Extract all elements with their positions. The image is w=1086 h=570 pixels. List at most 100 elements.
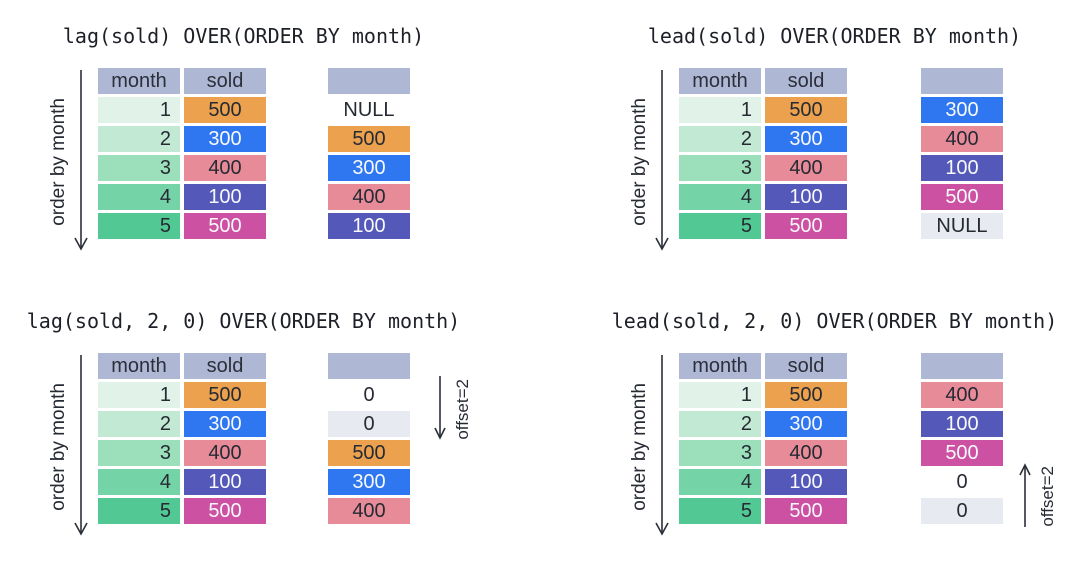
order-by-arrow-down-icon bbox=[655, 355, 669, 536]
sold-cell: 300 bbox=[765, 411, 847, 437]
column-header-month: month bbox=[679, 353, 761, 379]
order-by-label-box: order by month bbox=[627, 68, 653, 256]
result-cell: 400 bbox=[328, 498, 410, 524]
result-cell: 400 bbox=[328, 184, 410, 210]
result-column-header bbox=[328, 353, 410, 379]
order-by-label: order by month bbox=[629, 383, 650, 511]
offset-label: offset=2 bbox=[1038, 466, 1057, 527]
result-column-header bbox=[328, 68, 410, 94]
result-cell: 500 bbox=[328, 126, 410, 152]
sold-cell: 500 bbox=[184, 382, 266, 408]
offset-label-box: offset=2 bbox=[1038, 462, 1058, 531]
order-by-axis: order by month bbox=[627, 68, 671, 256]
sold-cell: 500 bbox=[184, 213, 266, 239]
result-cell: 500 bbox=[328, 440, 410, 466]
offset-annotation: offset=2 bbox=[432, 375, 473, 444]
panel-content: order by month month sold 1 500 2 300 3 400 4 1… bbox=[0, 68, 543, 256]
column-header-month: month bbox=[679, 68, 761, 94]
sold-cell: 500 bbox=[765, 498, 847, 524]
sold-cell: 300 bbox=[184, 126, 266, 152]
result-cell: 0 bbox=[328, 382, 410, 408]
result-cell: 0 bbox=[921, 469, 1003, 495]
month-cell: 5 bbox=[679, 498, 761, 524]
order-by-arrow-down-icon bbox=[74, 355, 88, 536]
month-cell: 3 bbox=[679, 440, 761, 466]
sold-cell: 500 bbox=[184, 97, 266, 123]
sold-cell: 500 bbox=[765, 382, 847, 408]
result-cell: 100 bbox=[921, 411, 1003, 437]
panel-title: lead(sold, 2, 0) OVER(ORDER BY month) bbox=[611, 309, 1058, 333]
panel: lag(sold) OVER(ORDER BY month) order by … bbox=[0, 0, 543, 285]
month-cell: 2 bbox=[679, 411, 761, 437]
result-column: NULL 500 300 400 100 bbox=[328, 68, 410, 239]
order-by-axis: order by month bbox=[46, 353, 90, 541]
month-cell: 3 bbox=[98, 155, 180, 181]
sold-cell: 400 bbox=[765, 155, 847, 181]
result-column: 400 100 500 0 0 offset=2 bbox=[921, 353, 1057, 527]
month-cell: 4 bbox=[98, 184, 180, 210]
column-header-sold: sold bbox=[184, 353, 266, 379]
panel-content: order by month month sold 1 500 2 300 3 400 4 1… bbox=[0, 353, 543, 541]
sold-cell: 500 bbox=[765, 213, 847, 239]
sold-cell: 400 bbox=[765, 440, 847, 466]
result-cell: 300 bbox=[328, 155, 410, 181]
data-table: month sold 1 500 2 300 3 400 4 100 5 500 bbox=[98, 68, 266, 239]
order-by-label-box: order by month bbox=[627, 353, 653, 541]
panel-title: lag(sold) OVER(ORDER BY month) bbox=[62, 24, 425, 48]
month-cell: 1 bbox=[679, 382, 761, 408]
result-cell: 0 bbox=[921, 498, 1003, 524]
data-table: month sold 1 500 2 300 3 400 4 100 5 500 bbox=[98, 353, 266, 524]
result-column: 0 0 500 300 400 offset=2 bbox=[328, 353, 472, 524]
month-cell: 3 bbox=[679, 155, 761, 181]
result-column-header bbox=[921, 353, 1003, 379]
result-cell: 300 bbox=[328, 469, 410, 495]
result-cell: 500 bbox=[921, 440, 1003, 466]
result-cells: 0 0 500 300 400 bbox=[328, 353, 410, 524]
offset-arrow-icon bbox=[1019, 463, 1031, 527]
offset-label-box: offset=2 bbox=[453, 375, 473, 444]
sold-cell: 100 bbox=[765, 184, 847, 210]
data-table: month sold 1 500 2 300 3 400 4 100 5 500 bbox=[679, 353, 847, 524]
offset-arrow-icon bbox=[434, 376, 446, 440]
month-cell: 2 bbox=[98, 411, 180, 437]
sold-cell: 100 bbox=[765, 469, 847, 495]
result-column-header bbox=[921, 68, 1003, 94]
order-by-arrow-down-icon bbox=[74, 70, 88, 251]
result-cell: 0 bbox=[328, 411, 410, 437]
column-header-sold: sold bbox=[765, 353, 847, 379]
month-cell: 2 bbox=[679, 126, 761, 152]
result-column: 300 400 100 500 NULL bbox=[921, 68, 1003, 239]
order-by-label: order by month bbox=[48, 98, 69, 226]
month-cell: 5 bbox=[98, 213, 180, 239]
sold-cell: 400 bbox=[184, 440, 266, 466]
data-table: month sold 1 500 2 300 3 400 4 100 5 500 bbox=[679, 68, 847, 239]
month-cell: 4 bbox=[679, 184, 761, 210]
sold-cell: 300 bbox=[184, 411, 266, 437]
result-cell: 100 bbox=[328, 213, 410, 239]
sold-cell: 400 bbox=[184, 155, 266, 181]
column-header-sold: sold bbox=[765, 68, 847, 94]
order-by-label: order by month bbox=[48, 383, 69, 511]
panel: lead(sold, 2, 0) OVER(ORDER BY month) or… bbox=[543, 285, 1086, 570]
column-header-sold: sold bbox=[184, 68, 266, 94]
month-cell: 4 bbox=[679, 469, 761, 495]
sold-cell: 100 bbox=[184, 469, 266, 495]
result-cells: NULL 500 300 400 100 bbox=[328, 68, 410, 239]
month-cell: 4 bbox=[98, 469, 180, 495]
column-header-month: month bbox=[98, 353, 180, 379]
offset-annotation: offset=2 bbox=[1017, 462, 1058, 531]
sold-cell: 100 bbox=[184, 184, 266, 210]
result-cell: 400 bbox=[921, 126, 1003, 152]
month-cell: 1 bbox=[98, 97, 180, 123]
month-cell: 1 bbox=[679, 97, 761, 123]
sold-cell: 500 bbox=[765, 97, 847, 123]
panel-content: order by month month sold 1 500 2 300 3 400 4 1… bbox=[543, 68, 1086, 256]
result-cells: 300 400 100 500 NULL bbox=[921, 68, 1003, 239]
result-cell: NULL bbox=[921, 213, 1003, 239]
panel-content: order by month month sold 1 500 2 300 3 400 4 1… bbox=[543, 353, 1086, 541]
result-cell: 300 bbox=[921, 97, 1003, 123]
result-cells: 400 100 500 0 0 bbox=[921, 353, 1003, 524]
month-cell: 3 bbox=[98, 440, 180, 466]
order-by-label-box: order by month bbox=[46, 353, 72, 541]
month-cell: 1 bbox=[98, 382, 180, 408]
